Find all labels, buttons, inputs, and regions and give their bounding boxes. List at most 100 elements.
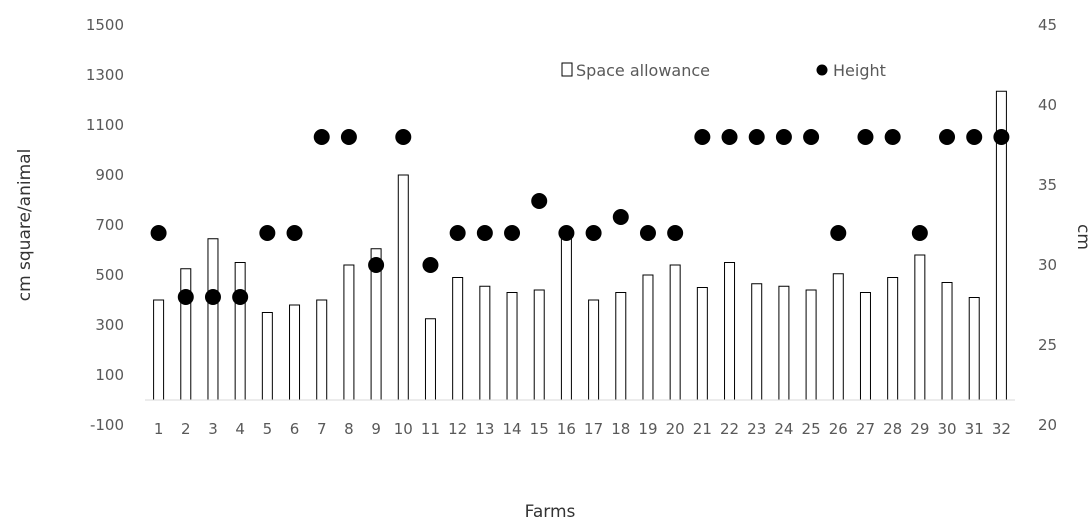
bar-space-allowance-farm-20 (669, 264, 681, 401)
points-layer (150, 129, 1010, 305)
point-height-farm-6 (286, 225, 303, 241)
bar-space-allowance-farm-13 (479, 285, 491, 401)
bar-space-allowance-farm-12 (452, 277, 464, 401)
y-axis-left-tick-label: 1500 (86, 16, 124, 34)
bar-space-allowance-farm-5 (261, 312, 273, 401)
x-axis-tick-label: 28 (883, 420, 902, 438)
y-axis-right-tick-label: 35 (1038, 176, 1057, 194)
bars-layer (153, 90, 1007, 401)
bar-space-allowance-farm-28 (887, 277, 899, 401)
bar-space-allowance-farm-1 (153, 299, 165, 401)
x-axis-tick-label: 30 (937, 420, 956, 438)
bar-space-allowance-farm-10 (397, 174, 409, 401)
x-axis-tick-label: 24 (774, 420, 793, 438)
x-axis-tick-label: 29 (910, 420, 929, 438)
legend: Space allowance Height (561, 61, 886, 80)
x-axis-tick-label: 9 (371, 420, 381, 438)
bar-space-allowance-farm-30 (941, 282, 953, 401)
bar-space-allowance-farm-31 (968, 297, 980, 401)
bar-space-allowance-farm-26 (832, 273, 844, 401)
y-axis-left-tick-label: 900 (95, 166, 124, 184)
y-axis-left-tick-label: 1100 (86, 116, 124, 134)
point-height-farm-4 (232, 289, 249, 305)
point-height-farm-22 (721, 129, 738, 145)
y-axis-left-tick-label: 100 (95, 366, 124, 384)
bar-space-allowance-farm-19 (642, 274, 654, 401)
bar-space-allowance-farm-11 (424, 318, 436, 401)
bar-space-allowance-farm-2 (180, 268, 192, 401)
point-height-farm-26 (830, 225, 847, 241)
point-height-farm-15 (531, 193, 548, 209)
bar-space-allowance-farm-8 (343, 264, 355, 401)
x-axis-tick-label: 10 (394, 420, 413, 438)
bar-space-allowance-farm-25 (805, 289, 817, 401)
point-height-farm-16 (558, 225, 575, 241)
point-height-farm-24 (775, 129, 792, 145)
x-axis-tick-label: 26 (829, 420, 848, 438)
x-axis-tick-label: 12 (448, 420, 467, 438)
bar-space-allowance-farm-22 (724, 262, 736, 401)
x-axis-tick-label: 11 (421, 420, 440, 438)
y-axis-right-ticks: 20 25 30 35 40 45 (1038, 16, 1057, 434)
point-height-farm-8 (340, 129, 357, 145)
point-height-farm-21 (694, 129, 711, 145)
x-axis-tick-label: 7 (317, 420, 327, 438)
point-height-farm-29 (911, 225, 928, 241)
x-axis-tick-label: 23 (747, 420, 766, 438)
point-height-farm-12 (449, 225, 466, 241)
x-axis-tick-label: 25 (802, 420, 821, 438)
x-axis-tick-label: 16 (557, 420, 576, 438)
x-axis-tick-label: 6 (290, 420, 300, 438)
x-axis-tick-label: 13 (475, 420, 494, 438)
legend-label-height: Height (833, 61, 886, 80)
point-height-farm-13 (476, 225, 493, 241)
legend-swatch-space-allowance (561, 62, 573, 77)
y-axis-left-tick-label: 300 (95, 316, 124, 334)
point-height-farm-18 (612, 209, 629, 225)
point-height-farm-11 (422, 257, 439, 273)
x-axis-tick-label: 14 (502, 420, 521, 438)
point-height-farm-27 (857, 129, 874, 145)
y-axis-left-tick-label: 700 (95, 216, 124, 234)
y-axis-left-tick-label: 1300 (86, 66, 124, 84)
y-axis-right-tick-label: 25 (1038, 336, 1057, 354)
bar-space-allowance-farm-4 (234, 262, 246, 401)
point-height-farm-25 (803, 129, 820, 145)
y-axis-left-tick-label: 500 (95, 266, 124, 284)
bar-space-allowance-farm-21 (696, 287, 708, 401)
x-axis-tick-label: 8 (344, 420, 354, 438)
y-axis-right-tick-label: 45 (1038, 16, 1057, 34)
legend-marker-height (816, 64, 828, 76)
bar-space-allowance-farm-15 (533, 289, 545, 401)
bar-space-allowance-farm-16 (560, 232, 572, 401)
point-height-farm-1 (150, 225, 167, 241)
x-axis-tick-label: 32 (992, 420, 1011, 438)
bar-space-allowance-farm-17 (588, 299, 600, 401)
point-height-farm-14 (504, 225, 521, 241)
bar-space-allowance-farm-18 (615, 292, 627, 401)
y-axis-left-ticks: -100 100 300 500 700 900 1100 1300 1500 (86, 16, 124, 434)
bar-space-allowance-farm-3 (207, 238, 219, 401)
x-axis-tick-label: 27 (856, 420, 875, 438)
point-height-farm-10 (395, 129, 412, 145)
bar-space-allowance-farm-23 (751, 283, 763, 401)
bar-space-allowance-farm-14 (506, 292, 518, 401)
x-axis-tick-label: 17 (584, 420, 603, 438)
point-height-farm-30 (939, 129, 956, 145)
point-height-farm-9 (368, 257, 385, 273)
point-height-farm-3 (204, 289, 221, 305)
x-axis-tick-label: 4 (235, 420, 245, 438)
bar-space-allowance-farm-24 (778, 285, 790, 401)
x-axis-tick-label: 18 (611, 420, 630, 438)
point-height-farm-7 (313, 129, 330, 145)
bar-space-allowance-farm-6 (289, 304, 301, 401)
x-axis-title: Farms (525, 502, 576, 521)
x-axis-tick-label: 22 (720, 420, 739, 438)
x-axis-tick-label: 3 (208, 420, 218, 438)
point-height-farm-19 (639, 225, 656, 241)
point-height-farm-23 (748, 129, 765, 145)
point-height-farm-5 (259, 225, 276, 241)
x-axis-tick-label: 5 (263, 420, 273, 438)
